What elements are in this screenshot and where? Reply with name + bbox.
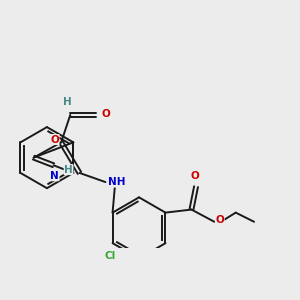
- Text: NH: NH: [108, 177, 125, 187]
- Text: O: O: [102, 109, 110, 119]
- Text: Cl: Cl: [105, 251, 116, 261]
- Text: O: O: [50, 134, 59, 145]
- Text: O: O: [190, 171, 199, 181]
- Text: O: O: [215, 214, 224, 225]
- Text: N: N: [50, 171, 59, 181]
- Text: H: H: [63, 97, 71, 107]
- Text: H: H: [64, 165, 73, 175]
